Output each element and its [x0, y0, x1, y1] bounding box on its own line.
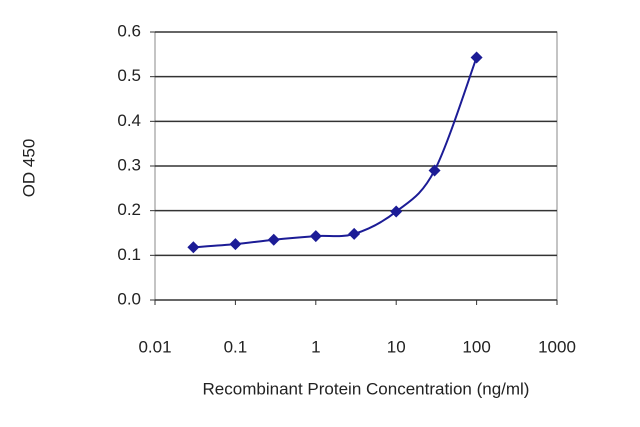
data-point — [390, 205, 403, 218]
y-tick-label: 0.0 — [117, 289, 141, 308]
y-axis-label: OD 450 — [19, 139, 38, 198]
x-tick-label: 100 — [462, 337, 490, 356]
y-tick-label: 0.5 — [117, 66, 141, 85]
data-point — [229, 238, 242, 251]
x-axis-label: Recombinant Protein Concentration (ng/ml… — [203, 379, 530, 398]
data-point — [309, 230, 322, 243]
x-tick-label: 10 — [387, 337, 406, 356]
y-tick-label: 0.6 — [117, 21, 141, 40]
x-tick-label: 0.1 — [224, 337, 248, 356]
y-tick-label: 0.2 — [117, 200, 141, 219]
y-tick-label: 0.4 — [117, 111, 141, 130]
data-point — [187, 241, 200, 254]
x-tick-label: 1000 — [538, 337, 576, 356]
x-tick-label: 1 — [311, 337, 320, 356]
x-tick-label: 0.01 — [138, 337, 171, 356]
data-point — [470, 51, 483, 64]
data-point — [267, 233, 280, 246]
data-point — [348, 227, 361, 240]
y-tick-label: 0.1 — [117, 245, 141, 264]
y-tick-label: 0.3 — [117, 155, 141, 174]
data-point — [428, 164, 441, 177]
